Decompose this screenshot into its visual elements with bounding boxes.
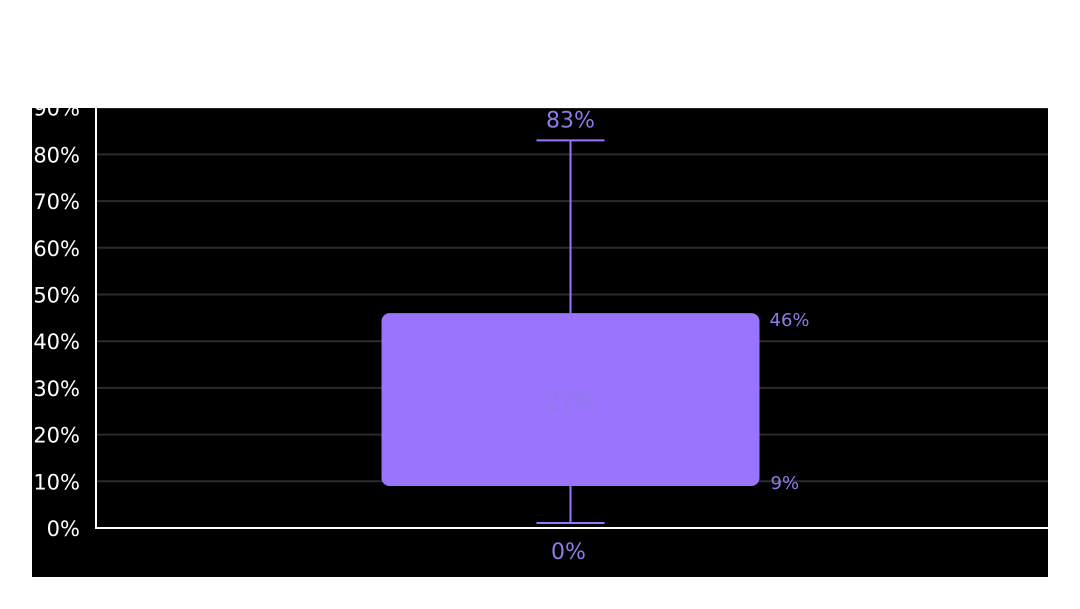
- y-tick-label: 50%: [33, 284, 80, 308]
- y-tick-label: 20%: [33, 424, 80, 448]
- median-value-label: 27%: [546, 391, 595, 416]
- box-plot-marks: 83% 46% 27% 9% 0%: [95, 108, 1048, 565]
- y-tick-label: 0%: [47, 517, 80, 541]
- y-tick-label: 80%: [33, 143, 80, 167]
- y-tick-label: 60%: [33, 237, 80, 261]
- y-tick-label: 10%: [33, 470, 80, 494]
- y-tick-label: 40%: [33, 330, 80, 354]
- y-tick-label: 70%: [33, 190, 80, 214]
- y-tick-label: 30%: [33, 377, 80, 401]
- box-plot-chart: 0% 10% 20% 30% 40% 50% 60% 70% 80% 90% 83% 46% 27% 9…: [33, 108, 1048, 565]
- min-value-label: 0%: [551, 540, 586, 565]
- iqr-box: [381, 313, 760, 486]
- chart-area: 0% 10% 20% 30% 40% 50% 60% 70% 80% 90% 83% 46% 27% 9…: [32, 108, 1048, 577]
- q1-value-label: 9%: [771, 473, 800, 494]
- y-axis-ticks: 0% 10% 20% 30% 40% 50% 60% 70% 80% 90%: [33, 108, 80, 541]
- q3-value-label: 46%: [770, 310, 810, 331]
- max-value-label: 83%: [546, 108, 595, 133]
- y-tick-label: 90%: [33, 108, 80, 121]
